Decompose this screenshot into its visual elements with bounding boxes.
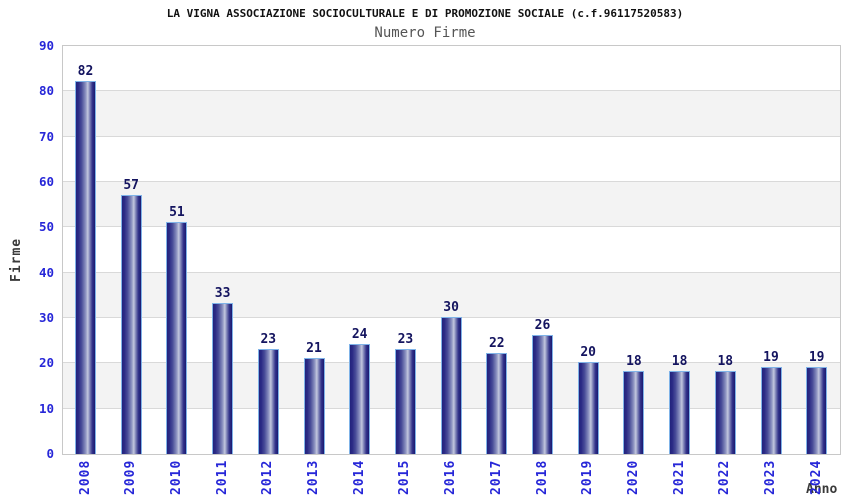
bar-value-label: 51 bbox=[169, 204, 185, 220]
x-tick-label: 2008 bbox=[77, 459, 93, 495]
gridline bbox=[63, 271, 840, 273]
y-tick-label: 20 bbox=[38, 355, 54, 371]
bar bbox=[212, 303, 234, 454]
bar bbox=[257, 348, 279, 454]
bar-value-label: 26 bbox=[534, 318, 551, 334]
bar bbox=[120, 194, 142, 454]
y-tick-label: 70 bbox=[38, 128, 54, 144]
y-tick-label: 50 bbox=[38, 219, 54, 235]
bar-value-label: 23 bbox=[397, 331, 414, 347]
x-tick-label: 2014 bbox=[351, 459, 367, 495]
bar-value-label: 18 bbox=[671, 354, 688, 370]
x-tick-label: 2017 bbox=[488, 459, 504, 495]
x-tick-label: 2012 bbox=[260, 459, 276, 495]
y-tick-label: 60 bbox=[38, 174, 54, 189]
y-tick-label: 10 bbox=[38, 400, 54, 416]
bar-value-label: 19 bbox=[808, 349, 825, 365]
gridline bbox=[63, 135, 840, 137]
bar-value-label: 23 bbox=[260, 331, 277, 347]
x-tick-label: 2019 bbox=[580, 459, 596, 495]
chart-subtitle: Numero Firme bbox=[374, 25, 476, 41]
plot-band bbox=[63, 91, 840, 137]
x-tick-label: 2013 bbox=[306, 459, 321, 495]
gridline bbox=[63, 226, 840, 228]
chart-title: LA VIGNA ASSOCIAZIONE SOCIOCULTURALE E D… bbox=[166, 7, 684, 20]
bar-value-label: 18 bbox=[717, 354, 734, 370]
bar bbox=[166, 221, 188, 454]
bar bbox=[714, 371, 736, 454]
bar bbox=[623, 371, 645, 454]
bar bbox=[75, 81, 96, 454]
x-tick-label: 2010 bbox=[168, 459, 184, 495]
bar bbox=[669, 371, 691, 454]
gridline bbox=[63, 90, 840, 92]
x-tick-label: 2009 bbox=[123, 459, 139, 495]
x-tick-label: 2022 bbox=[717, 459, 733, 495]
y-tick-label: 30 bbox=[38, 310, 54, 325]
bar bbox=[394, 348, 416, 454]
bar bbox=[486, 353, 508, 454]
bar bbox=[440, 317, 462, 454]
x-tick-label: 2021 bbox=[671, 459, 687, 495]
x-tick-label: 2015 bbox=[397, 459, 413, 495]
x-tick-label: 2011 bbox=[214, 459, 230, 495]
bar bbox=[349, 344, 371, 454]
bar-value-label: 33 bbox=[214, 286, 231, 302]
bar-value-label: 21 bbox=[306, 340, 322, 356]
bar-value-label: 57 bbox=[123, 177, 140, 193]
x-tick-label: 2023 bbox=[763, 459, 778, 495]
plot-band bbox=[63, 182, 840, 228]
bar-value-label: 19 bbox=[763, 349, 779, 365]
x-axis-title: Anno bbox=[806, 482, 838, 497]
y-tick-label: 40 bbox=[38, 264, 54, 280]
bar-value-label: 30 bbox=[443, 300, 459, 315]
bar-value-label: 18 bbox=[626, 354, 642, 370]
plot-band bbox=[63, 272, 840, 318]
bar-value-label: 82 bbox=[77, 64, 94, 80]
x-tick-label: 2020 bbox=[625, 459, 641, 495]
bar bbox=[303, 357, 325, 454]
y-tick-label: 0 bbox=[46, 446, 54, 461]
x-tick-label: 2018 bbox=[534, 459, 550, 495]
bar-value-label: 20 bbox=[580, 345, 597, 361]
bar bbox=[577, 362, 599, 454]
y-tick-label: 80 bbox=[38, 83, 54, 99]
bar-value-label: 22 bbox=[488, 336, 505, 352]
bar-value-label: 24 bbox=[351, 327, 368, 343]
gridline bbox=[63, 181, 840, 182]
bar bbox=[806, 366, 828, 454]
y-tick-label: 90 bbox=[38, 38, 54, 53]
plot-area: 82 57 51 33 23 21 24 23 30 22 26 20 18 18 18 19 19 bbox=[62, 45, 841, 455]
x-tick-label: 2024 bbox=[808, 459, 824, 495]
bar bbox=[760, 366, 782, 454]
bar bbox=[532, 335, 553, 454]
x-tick-label: 2016 bbox=[443, 459, 459, 495]
